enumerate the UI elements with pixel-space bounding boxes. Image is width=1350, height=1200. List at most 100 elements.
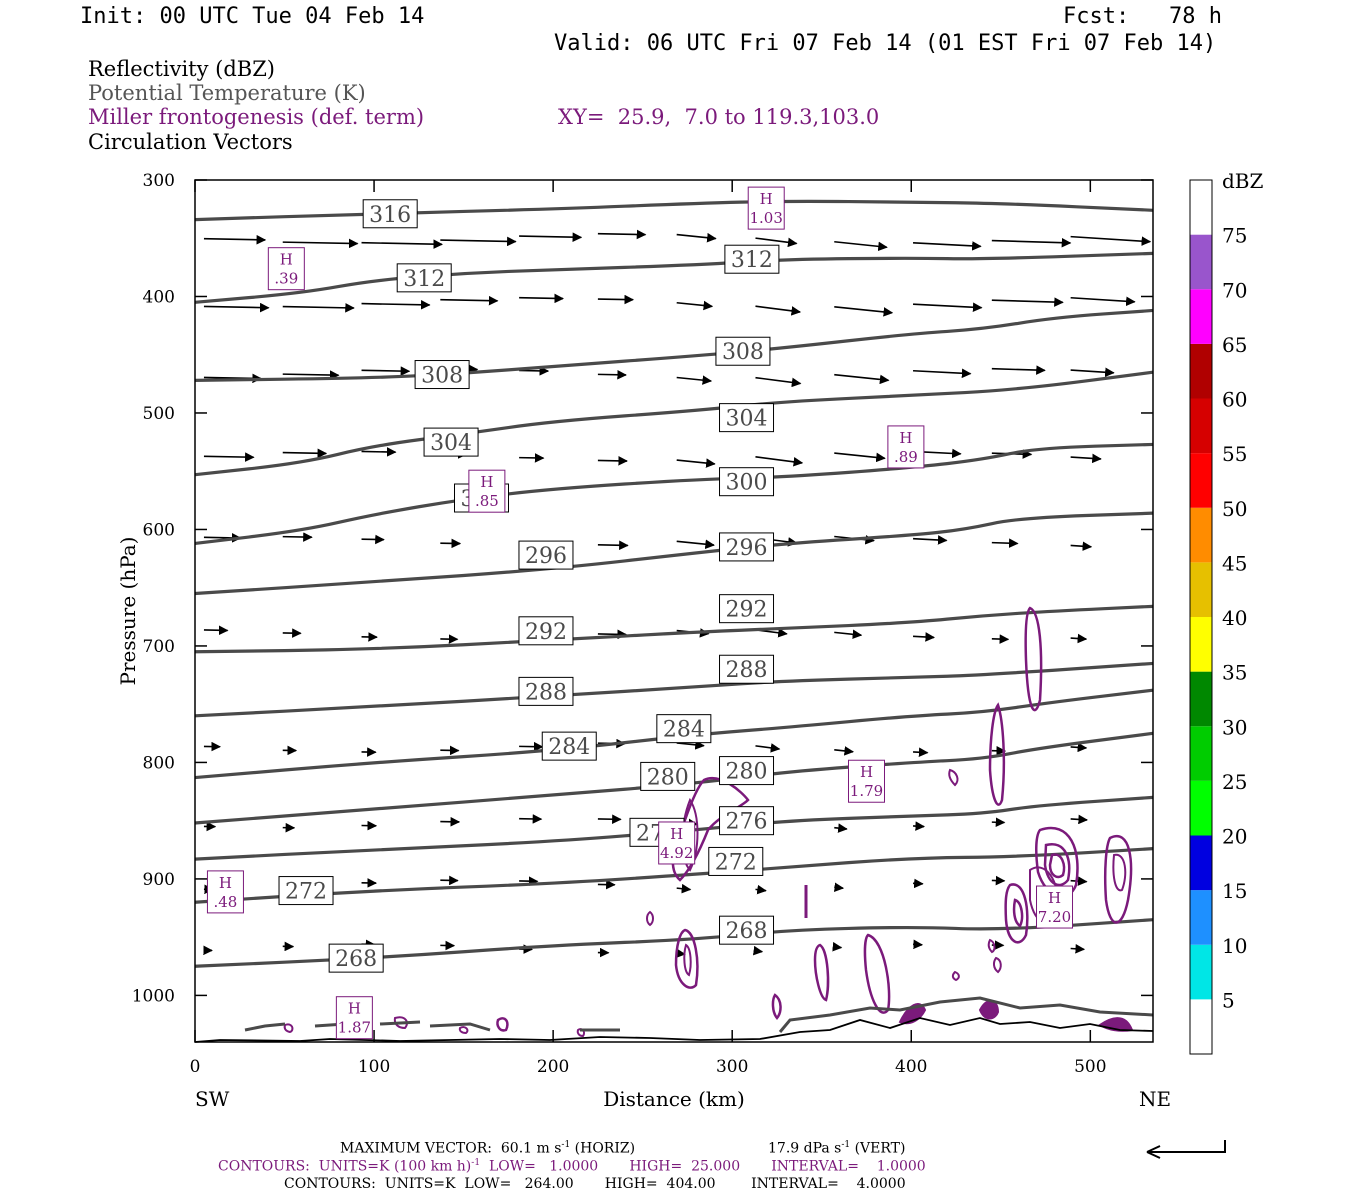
theta-line-288: [194, 661, 1154, 718]
max-vector-horiz: (HORIZ): [570, 1140, 636, 1157]
wind-vector: [834, 305, 894, 317]
theta-label: 312: [731, 248, 773, 273]
fronto-max-h: H: [670, 825, 683, 843]
x-axis-label: Distance (km): [603, 1087, 745, 1111]
wind-vector: [1070, 296, 1136, 307]
wind-vector: [913, 368, 972, 379]
max-vector-value: MAXIMUM VECTOR: 60.1 m s: [340, 1140, 562, 1157]
colorbar-segment: [1190, 617, 1212, 672]
theta-label: 292: [726, 598, 768, 623]
wind-vector: [361, 366, 411, 376]
theta-label: 292: [525, 620, 567, 645]
colorbar-level: 25: [1222, 770, 1247, 794]
theta-line-276: [194, 795, 1154, 861]
theta-label-box: [518, 616, 574, 646]
fronto-max-h: H: [219, 874, 232, 892]
theta-label-box: [719, 915, 775, 945]
y-axis-label: Pressure (hPa): [116, 537, 140, 686]
fronto-max-box: [206, 870, 244, 914]
theta-label: 288: [726, 658, 768, 683]
theta-label-box: [396, 263, 452, 293]
wind-vector: [1070, 633, 1088, 644]
wind-vector: [834, 373, 890, 385]
theta-label: 304: [726, 407, 768, 432]
wind-vector: [755, 743, 781, 753]
theta-label-box: [719, 532, 775, 562]
wind-vector: [752, 945, 764, 956]
legend-reflectivity: Reflectivity (dBZ): [88, 57, 276, 81]
y-tick-label: 1000: [132, 986, 175, 1006]
fronto-max-box: [468, 469, 506, 513]
y-tick-label: 700: [143, 637, 175, 657]
colorbar-segment: [1190, 507, 1212, 563]
wind-vector: [832, 941, 843, 952]
wind-vector: [834, 240, 888, 252]
wind-vector: [203, 452, 255, 462]
theta-label: 308: [722, 340, 764, 365]
wind-vector: [597, 294, 635, 305]
fronto-max-h: H: [1048, 889, 1061, 907]
fronto-max-value: 7.20: [1038, 908, 1071, 926]
wind-vector: [519, 232, 583, 242]
wind-vector: [1070, 742, 1088, 753]
circulation-vectors: [203, 229, 1152, 959]
fronto-max-value: .48: [214, 893, 238, 911]
theta-label-box: [656, 714, 712, 744]
wind-vector: [597, 540, 629, 551]
legend-theta: Potential Temperature (K): [88, 81, 366, 105]
x-tick-label: 0: [190, 1057, 201, 1077]
x-tick-label: 400: [895, 1057, 927, 1077]
wind-vector: [755, 305, 802, 316]
fronto-max-value: 1.03: [750, 209, 783, 227]
wind-vector: [597, 456, 628, 466]
theta-label: 284: [663, 718, 705, 743]
colorbar-level: 30: [1222, 715, 1247, 739]
y-tick-label: 300: [143, 171, 175, 191]
contours1-units: CONTOURS: UNITS=K (100 km h): [218, 1158, 472, 1175]
wind-vector: [440, 295, 499, 306]
colorbar-frame: [1189, 179, 1213, 1055]
fronto-max-box: [1036, 885, 1074, 929]
wind-vector: [440, 236, 517, 247]
wind-vector: [597, 369, 627, 380]
forecast-hour: Fcst: 78 h: [1063, 4, 1222, 29]
theta-line-308: [194, 308, 1154, 382]
wind-vector: [1070, 944, 1086, 954]
wind-vector: [913, 535, 948, 545]
x-tick-label: 300: [716, 1057, 748, 1077]
theta-line-292: [194, 604, 1154, 654]
colorbar-level: 20: [1222, 825, 1247, 849]
theta-line-280: [194, 731, 1154, 825]
theta-line-316: [194, 199, 1154, 222]
contours-fronto-text: CONTOURS: UNITS=K (100 km h)-1 LOW= 1.00…: [218, 1158, 926, 1175]
colorbar-segment: [1190, 398, 1212, 454]
wind-vector: [361, 299, 431, 310]
contours-theta-text: CONTOURS: UNITS=K LOW= 264.00 HIGH= 404.…: [284, 1176, 906, 1192]
theta-label-box: [423, 427, 479, 457]
wind-vector: [834, 823, 848, 833]
theta-label: 296: [726, 536, 768, 561]
vert-label: (VERT): [850, 1140, 906, 1157]
fronto-max-h: H: [280, 251, 293, 269]
theta-label-box: [518, 676, 574, 706]
fronto-max-box: [658, 821, 696, 865]
colorbar-level: 10: [1222, 934, 1247, 958]
wind-vector: [361, 239, 443, 249]
theta-contours: [194, 199, 1154, 968]
y-tick-label: 800: [143, 753, 175, 773]
axes: 300 400 500 600 700 800 900 1000 0 100 200 300 400 50…: [116, 171, 1171, 1111]
wind-vector: [834, 452, 886, 463]
theta-line-296: [194, 511, 1154, 596]
wind-vector: [991, 538, 1019, 548]
sw-label: SW: [195, 1087, 230, 1111]
wind-vector: [676, 539, 715, 550]
theta-label-box: [640, 761, 696, 791]
colorbar-segment: [1190, 726, 1212, 781]
fronto-max-value: .85: [475, 492, 499, 510]
colorbar-level: 5: [1222, 988, 1235, 1012]
colorbar-segment: [1190, 999, 1212, 1054]
theta-label-box: [715, 336, 771, 366]
wind-vector: [755, 237, 798, 248]
